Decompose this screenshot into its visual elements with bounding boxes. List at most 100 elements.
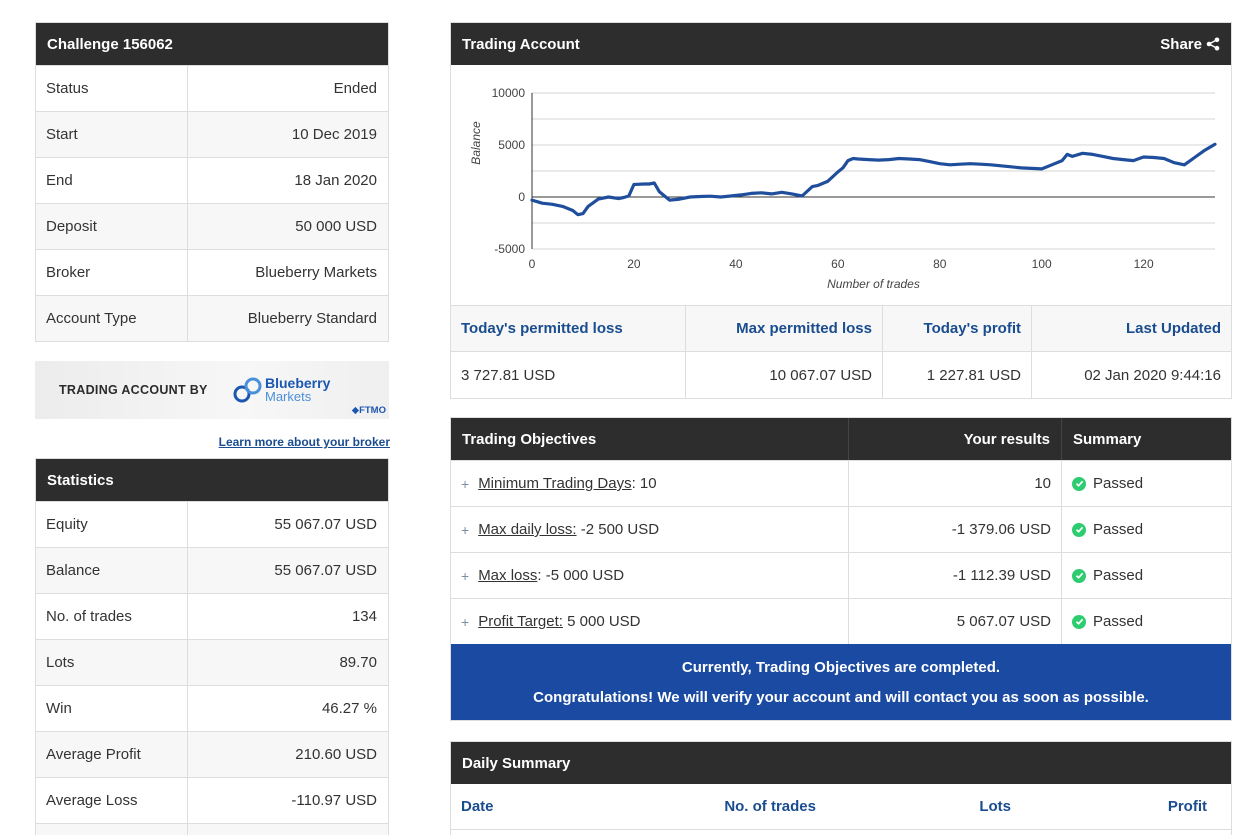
ds-col-trades[interactable]: No. of trades — [724, 798, 816, 815]
x-tick-label: 120 — [1134, 257, 1154, 271]
balance-series-line — [530, 142, 1217, 217]
x-axis-title: Number of trades — [827, 277, 920, 291]
row-value: 46.27 % — [321, 700, 377, 717]
balance-chart-svg: 10000 5000 0 -5000 0 20 40 60 80 100 120 Number of … — [469, 86, 1217, 291]
row-label: Status — [36, 66, 188, 111]
row-value: Ended — [333, 80, 377, 97]
challenge-row-deposit: Deposit 50 000 USD — [36, 203, 388, 249]
objective-cell: + Profit Target: 5 000 USD — [451, 599, 849, 644]
learn-more-link[interactable]: Learn more about your broker — [218, 435, 390, 449]
stat-row-avg-profit: Average Profit 210.60 USD — [36, 731, 388, 777]
objective-target: -2 500 USD — [576, 521, 660, 538]
x-tick-label: 40 — [729, 257, 743, 271]
blueberry-logo-icon — [233, 377, 262, 403]
stat-row-partial — [36, 823, 388, 835]
challenge-row-end: End 18 Jan 2020 — [36, 157, 388, 203]
objective-row: + Profit Target: 5 000 USD 5 067.07 USD Pas… — [451, 598, 1231, 644]
check-icon — [1072, 476, 1086, 491]
objective-target: -5 000 USD — [541, 567, 625, 584]
expand-plus-icon[interactable]: + — [461, 567, 470, 584]
row-label: Deposit — [36, 204, 188, 249]
row-value: 134 — [351, 608, 377, 625]
row-value: 210.60 USD — [295, 746, 377, 763]
ds-col-date[interactable]: Date — [461, 798, 494, 815]
x-tick-label: 0 — [529, 257, 536, 271]
x-tick-label: 60 — [831, 257, 845, 271]
share-button[interactable]: Share — [1160, 36, 1220, 53]
metric-label: Max permitted loss — [686, 306, 882, 352]
x-tick-label: 80 — [933, 257, 947, 271]
challenge-row-account-type: Account Type Blueberry Standard — [36, 295, 388, 341]
banner-line-2: Congratulations! We will verify your acc… — [533, 688, 1149, 706]
row-value: 10 Dec 2019 — [291, 126, 377, 143]
x-tick-label: 20 — [627, 257, 641, 271]
row-value: -110.97 USD — [291, 792, 377, 809]
objective-name-link[interactable]: Minimum Trading Days — [478, 475, 632, 492]
row-label: Win — [36, 686, 188, 731]
metric-value: 1 227.81 USD — [926, 366, 1021, 384]
objective-summary: Passed — [1062, 461, 1231, 506]
objective-status: Passed — [1093, 475, 1144, 492]
y-tick-label: 0 — [518, 190, 525, 204]
objective-target: 10 — [635, 475, 657, 492]
objective-status: Passed — [1093, 613, 1144, 630]
daily-summary-columns: Date No. of trades Lots Profit — [451, 784, 1231, 830]
broker-banner[interactable]: TRADING ACCOUNT BY Blueberry Markets ◆FT… — [35, 361, 389, 419]
ftmo-logo: ◆FTMO — [351, 405, 386, 416]
statistics-table: Equity 55 067.07 USD Balance 55 067.07 USD… — [36, 501, 388, 835]
metric-label: Today's profit — [883, 306, 1031, 352]
objective-cell: + Max loss: -5 000 USD — [451, 553, 849, 598]
stat-row-lots: Lots 89.70 — [36, 639, 388, 685]
challenge-table: Status Ended Start 10 Dec 2019 End 18 Jan 2… — [36, 65, 388, 341]
statistics-title: Statistics — [36, 459, 388, 501]
objective-sep: : — [537, 567, 542, 584]
share-label: Share — [1160, 35, 1202, 53]
row-label — [36, 824, 188, 835]
objective-row: + Max daily loss: -2 500 USD -1 379.06 USD… — [451, 506, 1231, 552]
balance-chart: 10000 5000 0 -5000 0 20 40 60 80 100 120 Number of … — [451, 65, 1231, 305]
ds-col-profit[interactable]: Profit — [1167, 798, 1207, 815]
broker-brand-line1: Blueberry — [265, 375, 331, 391]
metric-max-permitted-loss: Max permitted loss 10 067.07 USD — [686, 306, 883, 398]
metric-todays-permitted-loss: Today's permitted loss 3 727.81 USD — [451, 306, 686, 398]
challenge-row-start: Start 10 Dec 2019 — [36, 111, 388, 157]
objective-cell: + Max daily loss: -2 500 USD — [451, 507, 849, 552]
objective-summary: Passed — [1062, 507, 1231, 552]
objective-result: -1 112.39 USD — [849, 553, 1062, 598]
objective-sep: : — [631, 475, 636, 492]
daily-summary-title: Daily Summary — [451, 742, 1231, 784]
objective-status: Passed — [1093, 521, 1144, 538]
row-value — [188, 824, 388, 835]
stat-row-trades: No. of trades 134 — [36, 593, 388, 639]
metric-value: 02 Jan 2020 9:44:16 — [1084, 366, 1221, 384]
expand-plus-icon[interactable]: + — [461, 613, 470, 630]
row-value: 50 000 USD — [295, 218, 377, 235]
check-icon — [1072, 522, 1086, 537]
challenge-title: Challenge 156062 — [36, 23, 388, 65]
objective-result: -1 379.06 USD — [849, 507, 1062, 552]
row-label: Lots — [36, 640, 188, 685]
expand-plus-icon[interactable]: + — [461, 521, 470, 538]
trading-account-panel: Trading Account Share 10000 5000 0 -5000 0 20… — [450, 22, 1232, 399]
expand-plus-icon[interactable]: + — [461, 475, 470, 492]
objective-status: Passed — [1093, 567, 1144, 584]
objectives-completed-banner: Currently, Trading Objectives are comple… — [451, 644, 1231, 720]
y-tick-label: 5000 — [498, 138, 525, 152]
objectives-col-results: Your results — [849, 418, 1062, 460]
row-label: No. of trades — [36, 594, 188, 639]
objectives-col-objective: Trading Objectives — [451, 418, 849, 460]
row-label: Balance — [36, 548, 188, 593]
objective-name-link[interactable]: Profit Target: — [478, 613, 563, 630]
objectives-table: + Minimum Trading Days: 10 10 Passed + Max da… — [451, 460, 1231, 644]
row-value: Blueberry Markets — [255, 264, 377, 281]
row-label: Start — [36, 112, 188, 157]
check-icon — [1072, 568, 1086, 583]
objective-name-link[interactable]: Max loss — [478, 567, 538, 584]
objective-name-link[interactable]: Max daily loss: — [478, 521, 577, 538]
row-value: 55 067.07 USD — [274, 516, 377, 533]
ds-col-lots[interactable]: Lots — [979, 798, 1011, 815]
trading-objectives-panel: Trading Objectives Your results Summary … — [450, 417, 1232, 721]
metric-label: Last Updated — [1032, 306, 1231, 352]
row-label: Average Profit — [36, 732, 188, 777]
broker-banner-prefix: TRADING ACCOUNT BY — [59, 383, 208, 397]
